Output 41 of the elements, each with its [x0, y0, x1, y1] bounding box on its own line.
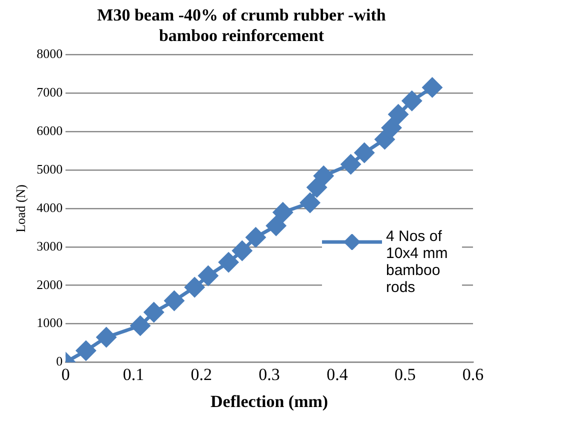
x-tick-label: 0.5 [394, 364, 416, 384]
point [232, 241, 252, 261]
point [354, 143, 374, 163]
y-tick-label: 7000 [36, 84, 63, 100]
point [422, 78, 442, 98]
y-tick-label: 4000 [36, 200, 63, 215]
point [307, 178, 327, 198]
point [314, 166, 334, 186]
x-tick-label: 0.1 [122, 364, 144, 384]
x-tick-label: 0.6 [462, 364, 484, 384]
legend-label: 4 Nos of 10x4 mm bamboo rods [386, 228, 449, 296]
point [246, 228, 266, 248]
point [382, 118, 402, 138]
y-tick-label: 5000 [36, 161, 63, 176]
y-tick-label: 8000 [36, 46, 63, 62]
y-tick-label: 3000 [36, 238, 63, 254]
point [388, 104, 408, 124]
point [341, 154, 361, 174]
point [218, 252, 238, 272]
y-axis-title: Load (N) [13, 184, 28, 233]
y-tick-label: 0 [56, 354, 63, 369]
point [144, 302, 164, 322]
y-tick-label: 6000 [36, 123, 63, 138]
x-tick-label: 0.2 [190, 364, 212, 384]
point [300, 192, 320, 212]
point [374, 130, 394, 150]
point [402, 91, 422, 111]
point [273, 202, 293, 222]
x-axis-title: Deflection (mm) [210, 392, 328, 412]
y-tick-label: 2000 [36, 276, 63, 292]
point [164, 290, 184, 310]
point [198, 266, 218, 286]
point [130, 316, 150, 336]
x-tick-label: 0.3 [258, 364, 280, 384]
point [96, 327, 116, 347]
point [76, 340, 96, 360]
point [184, 278, 204, 298]
x-tick-label: 0.4 [326, 364, 348, 384]
point [266, 216, 286, 236]
chart-title: M30 beam -40% of crumb rubber -with bamboo reinforcement [97, 6, 386, 45]
y-tick-label: 1000 [36, 315, 63, 330]
